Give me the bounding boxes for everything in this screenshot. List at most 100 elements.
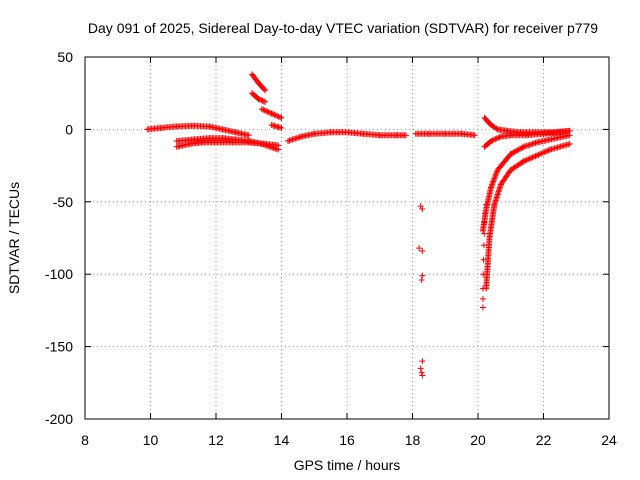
y-tick-labels: 50 0 -50 -100 -150 -200 xyxy=(45,49,73,427)
data-point xyxy=(493,135,500,142)
data-point xyxy=(526,155,533,162)
data-point xyxy=(245,132,252,139)
data-point xyxy=(255,95,262,102)
x-tick-label: 18 xyxy=(405,432,421,448)
data-point xyxy=(531,153,538,160)
data-point xyxy=(490,178,497,185)
data-point xyxy=(542,148,549,155)
data-point xyxy=(417,365,424,372)
series-rise-13d xyxy=(268,122,285,131)
series-mid-band xyxy=(285,129,409,144)
series-rise-13 xyxy=(249,71,269,94)
chart-title: Day 091 of 2025, Sidereal Day-to-day VTE… xyxy=(88,20,598,36)
x-tick-label: 24 xyxy=(601,432,617,448)
data-point xyxy=(489,181,496,188)
data-point xyxy=(493,169,500,176)
data-point xyxy=(539,149,546,156)
data-point xyxy=(267,144,274,151)
series-late-top xyxy=(481,114,573,136)
data-point xyxy=(260,141,267,148)
x-tick-label: 12 xyxy=(208,432,224,448)
data-point xyxy=(545,147,552,154)
data-point xyxy=(492,136,499,143)
data-point xyxy=(522,157,529,164)
data-point xyxy=(536,151,543,158)
data-point xyxy=(258,106,265,113)
data-point xyxy=(419,358,426,365)
data-point xyxy=(269,144,276,151)
data-point xyxy=(264,142,271,149)
data-point xyxy=(533,152,540,159)
data-point xyxy=(258,140,265,147)
data-point xyxy=(479,295,486,302)
data-point xyxy=(529,154,536,161)
data-point xyxy=(538,150,545,157)
y-tick-label: -100 xyxy=(45,266,73,282)
data-point xyxy=(256,96,263,103)
data-point xyxy=(491,174,498,181)
data-point xyxy=(471,132,478,139)
y-tick-label: 0 xyxy=(65,121,73,137)
x-tick-label: 8 xyxy=(81,432,89,448)
data-point xyxy=(488,137,495,144)
data-point xyxy=(419,372,426,379)
data-point xyxy=(270,145,277,152)
data-point xyxy=(523,156,530,163)
series-early-upper xyxy=(144,122,252,139)
data-point xyxy=(418,369,425,376)
series-late-band xyxy=(412,130,478,139)
x-tick-label: 20 xyxy=(470,432,486,448)
data-point xyxy=(493,171,500,178)
x-axis-label: GPS time / hours xyxy=(294,457,401,473)
data-point xyxy=(566,140,573,147)
data-point xyxy=(259,97,266,104)
data-point xyxy=(272,145,279,152)
y-tick-label: -150 xyxy=(45,339,73,355)
series-rise-13b xyxy=(249,90,269,105)
y-tick-label: -50 xyxy=(53,194,73,210)
data-point xyxy=(271,111,278,118)
series-outliers-18 xyxy=(416,203,426,379)
data-point xyxy=(541,149,548,156)
data-point xyxy=(263,142,270,149)
data-point xyxy=(265,109,272,116)
data-point xyxy=(492,172,499,179)
data-point xyxy=(509,150,516,157)
data-point xyxy=(495,134,502,141)
data-point xyxy=(516,145,523,152)
data-point xyxy=(260,106,267,113)
data-point xyxy=(263,107,270,114)
data-point xyxy=(266,143,273,150)
data-point xyxy=(535,151,542,158)
data-point xyxy=(528,155,535,162)
x-tick-label: 22 xyxy=(536,432,552,448)
data-point xyxy=(490,136,497,143)
x-tick-label: 16 xyxy=(339,432,355,448)
data-point xyxy=(518,145,525,152)
series-rise-13c xyxy=(258,106,285,121)
data-point xyxy=(532,153,539,160)
data-point xyxy=(514,147,521,154)
data-point xyxy=(278,124,285,131)
tick-marks xyxy=(84,56,610,420)
data-point xyxy=(419,248,426,255)
data-point xyxy=(489,179,496,186)
data-point xyxy=(520,158,527,165)
y-tick-label: -200 xyxy=(45,411,73,427)
x-tick-labels: 8 10 12 14 16 18 20 22 24 xyxy=(81,432,617,448)
data-point xyxy=(275,146,282,153)
data-point xyxy=(275,113,282,120)
series-recovery-inner xyxy=(479,132,573,234)
data-point xyxy=(267,109,274,116)
data-point xyxy=(488,182,495,189)
data-point xyxy=(525,156,532,163)
data-point xyxy=(544,147,551,154)
data-point xyxy=(416,245,423,252)
data-point xyxy=(419,272,426,279)
data-point xyxy=(258,97,265,104)
data-point xyxy=(496,134,503,141)
data-point xyxy=(261,86,268,93)
x-tick-label: 10 xyxy=(143,432,159,448)
data-point xyxy=(274,112,281,119)
data-point xyxy=(264,108,271,115)
